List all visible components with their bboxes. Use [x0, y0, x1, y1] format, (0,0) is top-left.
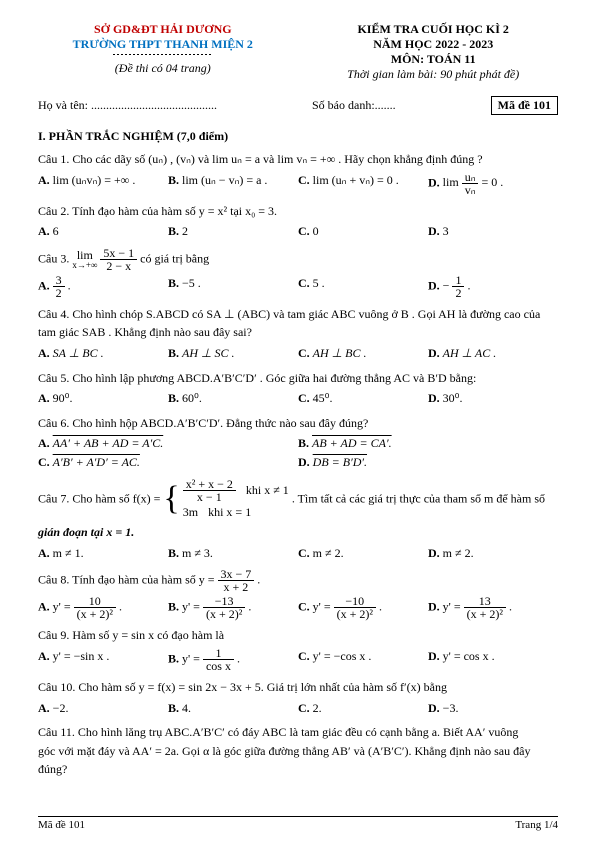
time-note: Thời gian làm bài: 90 phút phát đề) [308, 67, 558, 82]
q1-c: lim (uₙ + vₙ) = 0 . [313, 173, 399, 187]
q7-b: m ≠ 3. [182, 546, 213, 560]
question-1: Câu 1. Cho các dãy số (uₙ) , (vₙ) và lim… [38, 150, 558, 196]
q4-d: AH ⊥ AC . [443, 346, 497, 360]
name-label: Họ và tên: .............................… [38, 98, 217, 113]
q9-a: y' = −sin x . [53, 649, 110, 663]
question-9: Câu 9. Hàm số y = sin x có đạo hàm là A.… [38, 626, 558, 672]
section-1-title: I. PHẦN TRẮC NGHIỆM (7,0 điểm) [38, 129, 558, 144]
q10-a: −2. [53, 701, 69, 715]
question-2: Câu 2. Tính đạo hàm của hàm số y = x² tạ… [38, 202, 558, 241]
q1-a: lim (uₙvₙ) = +∞ . [53, 173, 136, 187]
q4-a: SA ⊥ BC . [53, 346, 104, 360]
exam-page: SỞ GD&ĐT HẢI DƯƠNG TRƯỜNG THPT THANH MIỆ… [0, 0, 596, 849]
q2-text: Câu 2. Tính đạo hàm của hàm số y = x² tạ… [38, 202, 558, 221]
q5-b: 60⁰. [182, 391, 202, 405]
q2-a: 6 [53, 224, 59, 238]
question-5: Câu 5. Cho hình lập phương ABCD.A′B′C′D′… [38, 369, 558, 408]
q6-b: AB + AD = CA′. [312, 436, 392, 450]
q7-a: m ≠ 1. [53, 546, 84, 560]
made-label: Mã đề 101 [491, 96, 558, 115]
footer-right: Trang 1/4 [515, 819, 558, 831]
q10-c: 2. [313, 701, 322, 715]
q1-d: lim uₙvₙ = 0 . [443, 175, 504, 189]
q3-c: 5 . [313, 276, 325, 290]
subject: MÔN: TOÁN 11 [308, 52, 558, 67]
question-11: Câu 11. Cho hình lăng trụ ABC.A′B′C′ có … [38, 723, 558, 779]
school: TRƯỜNG THPT THANH MIỆN 2 [38, 37, 288, 52]
sbd-label: Số báo danh:....... [312, 98, 396, 113]
question-10: Câu 10. Cho hàm số y = f(x) = sin 2x − 3… [38, 678, 558, 717]
footer-left: Mã đề 101 [38, 819, 85, 831]
q7-c: m ≠ 2. [313, 546, 344, 560]
question-6: Câu 6. Cho hình hộp ABCD.A′B′C′D′. Đẳng … [38, 414, 558, 472]
q5-c: 45⁰. [313, 391, 333, 405]
q9-d: y' = cos x . [443, 649, 495, 663]
q1-text: Câu 1. Cho các dãy số (uₙ) , (vₙ) và lim… [38, 150, 558, 169]
header: SỞ GD&ĐT HẢI DƯƠNG TRƯỜNG THPT THANH MIỆ… [38, 22, 558, 82]
q2-b: 2 [182, 224, 188, 238]
divider [113, 54, 213, 55]
question-7: Câu 7. Cho hàm số f(x) = { x² + x − 2x −… [38, 478, 558, 563]
footer: Mã đề 101 Trang 1/4 [38, 816, 558, 831]
pages-note: (Đề thi có 04 trang) [38, 61, 288, 76]
question-3: Câu 3. limx→+∞ 5x − 12 − x có giá trị bằ… [38, 247, 558, 299]
q2-d: 3 [443, 224, 449, 238]
q5-d: 30⁰. [443, 391, 463, 405]
q4-c: AH ⊥ BC . [313, 346, 367, 360]
q6-c: A′B′ + A′D′ = AC. [53, 455, 140, 469]
dept: SỞ GD&ĐT HẢI DƯƠNG [38, 22, 288, 37]
q1-b: lim (uₙ − vₙ) = a . [182, 173, 267, 187]
question-4: Câu 4. Cho hình chóp S.ABCD có SA ⊥ (ABC… [38, 305, 558, 363]
q2-c: 0 [313, 224, 319, 238]
q10-d: −3. [443, 701, 459, 715]
exam-title: KIỂM TRA CUỐI HỌC KÌ 2 [308, 22, 558, 37]
question-8: Câu 8. Tính đạo hàm của hàm số y = 3x − … [38, 568, 558, 620]
q4-b: AH ⊥ SC . [182, 346, 234, 360]
q6-d: DB = B′D′. [313, 455, 367, 469]
q6-a: AA′ + AB + AD = A′C. [53, 436, 164, 450]
q10-b: 4. [182, 701, 191, 715]
q5-a: 90⁰. [53, 391, 73, 405]
q7-d: m ≠ 2. [443, 546, 474, 560]
info-row: Họ và tên: .............................… [38, 96, 558, 115]
year: NĂM HỌC 2022 - 2023 [308, 37, 558, 52]
q3-b: −5 . [182, 276, 201, 290]
q9-c: y' = −cos x . [313, 649, 372, 663]
